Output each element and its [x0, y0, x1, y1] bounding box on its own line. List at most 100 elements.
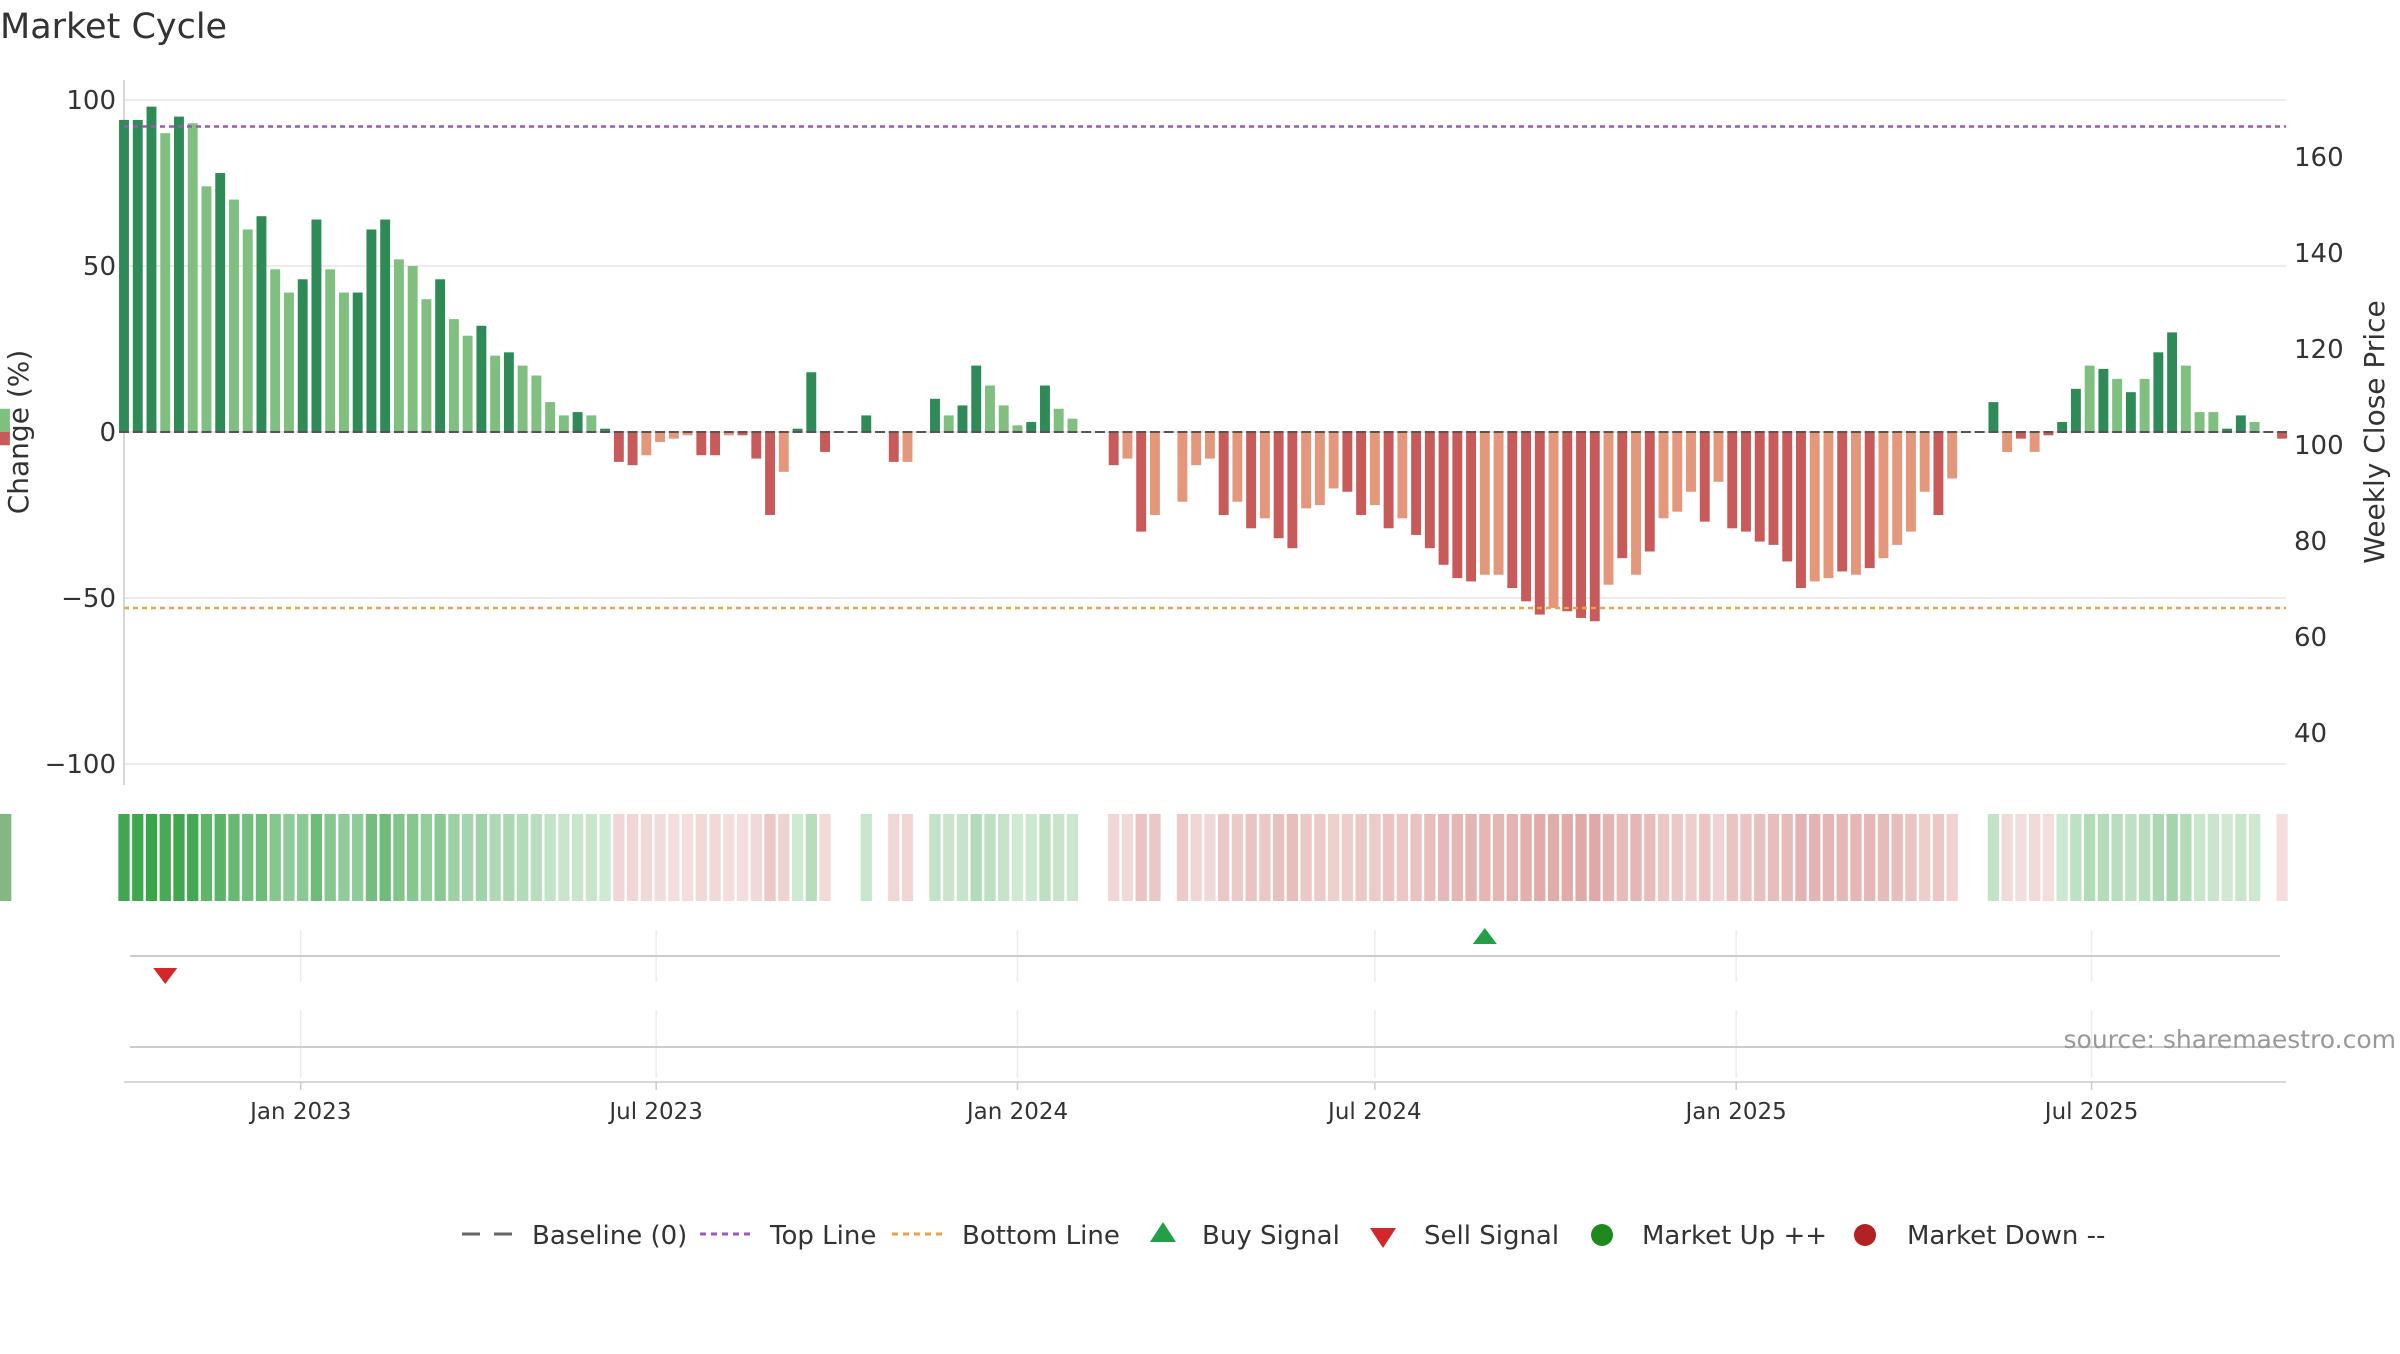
bar: [421, 299, 432, 432]
bar: [1342, 432, 1353, 492]
heat-cell: [283, 814, 295, 901]
bar: [778, 432, 789, 472]
bar: [2070, 388, 2081, 432]
bar: [985, 385, 995, 432]
bar: [146, 106, 157, 432]
heat-cell: [1369, 814, 1381, 901]
bar: [765, 432, 775, 515]
bar: [1204, 432, 1215, 459]
bar: [0, 408, 10, 432]
heat-cell: [462, 814, 474, 901]
bar: [1534, 432, 1545, 615]
bar: [723, 432, 734, 436]
bar: [1328, 432, 1339, 489]
heat-cell: [1877, 814, 1890, 901]
bar: [1864, 432, 1875, 569]
heat-cell: [668, 814, 680, 901]
bar: [930, 398, 940, 432]
heat-cell: [1465, 814, 1477, 901]
heat-cell: [1121, 814, 1134, 901]
bar: [1397, 432, 1408, 519]
bar: [1919, 432, 1930, 492]
legend-top-line-label: Top Line: [769, 1221, 876, 1251]
bar: [1301, 432, 1312, 509]
bar: [558, 415, 569, 432]
heat-cell: [1300, 814, 1312, 901]
bar: [270, 269, 281, 432]
heat-cell: [310, 814, 323, 901]
bar: [1768, 432, 1779, 545]
bar: [1177, 432, 1188, 502]
bar: [2112, 378, 2123, 432]
heat-cell: [695, 814, 707, 901]
heat-cell: [1932, 814, 1945, 901]
x-tick-label: Jan 2025: [1684, 1099, 1787, 1125]
heat-cell: [2070, 814, 2082, 901]
legend-market-down-icon: [1854, 1224, 1876, 1246]
heat-cell: [407, 814, 419, 901]
bar: [2002, 432, 2013, 452]
bar: [1658, 432, 1669, 519]
bar: [174, 116, 184, 432]
bar: [1383, 432, 1394, 529]
heat-cell: [1946, 814, 1958, 901]
heat-cell: [1176, 814, 1189, 901]
bar: [1644, 432, 1655, 552]
heat-cell: [1630, 814, 1642, 901]
bar: [943, 415, 954, 432]
heat-cell: [434, 814, 446, 901]
bar: [311, 219, 322, 432]
heat-cell: [173, 814, 185, 901]
heat-cell: [1218, 814, 1230, 901]
bar: [1672, 432, 1683, 512]
heat-cell: [1066, 814, 1079, 901]
bar: [1631, 432, 1641, 575]
heat-cell: [819, 814, 831, 901]
heat-cell: [640, 814, 652, 901]
bar: [600, 428, 611, 432]
heat-cell: [888, 814, 900, 901]
heat-cell: [420, 814, 433, 901]
market-panel: [130, 1010, 2280, 1078]
heat-cell: [1506, 814, 1518, 901]
heat-cell: [0, 814, 12, 901]
heat-cell: [956, 814, 969, 901]
bar: [1424, 432, 1435, 549]
heat-cell: [297, 814, 309, 901]
bar: [1851, 432, 1861, 575]
heat-cell: [1726, 814, 1738, 901]
bar: [2277, 432, 2288, 439]
heat-cell: [1163, 814, 1175, 901]
heat-cell: [2180, 814, 2192, 901]
bar: [2208, 412, 2219, 432]
heat-cell: [530, 814, 543, 901]
bar: [297, 279, 308, 432]
bar: [1287, 432, 1298, 549]
bar: [407, 266, 418, 432]
bar: [1823, 432, 1834, 579]
heat-cell: [915, 814, 927, 901]
bar: [1892, 432, 1903, 545]
heat-cell: [1286, 814, 1299, 901]
heat-cell: [2056, 814, 2068, 901]
heat-cell: [1492, 814, 1505, 901]
bar: [737, 432, 748, 436]
bar: [1108, 432, 1119, 466]
heat-cell: [242, 814, 254, 901]
heat-cell: [1589, 814, 1601, 901]
bar: [820, 432, 830, 452]
heat-cell: [1561, 814, 1573, 901]
heat-cell: [750, 814, 762, 901]
bar: [998, 405, 1009, 432]
heat-cell: [324, 814, 336, 901]
heat-cell: [571, 814, 584, 901]
heat-cell: [2042, 814, 2055, 901]
bar: [490, 355, 501, 432]
y-axis-right-ticks: 160 140 120 100 80 60 40: [2294, 143, 2344, 749]
y-axis-right-label: Weekly Close Price: [2358, 300, 2391, 563]
heat-cell: [1149, 814, 1161, 901]
heat-cell: [1327, 814, 1340, 901]
bar: [696, 432, 707, 456]
bar: [792, 428, 803, 432]
